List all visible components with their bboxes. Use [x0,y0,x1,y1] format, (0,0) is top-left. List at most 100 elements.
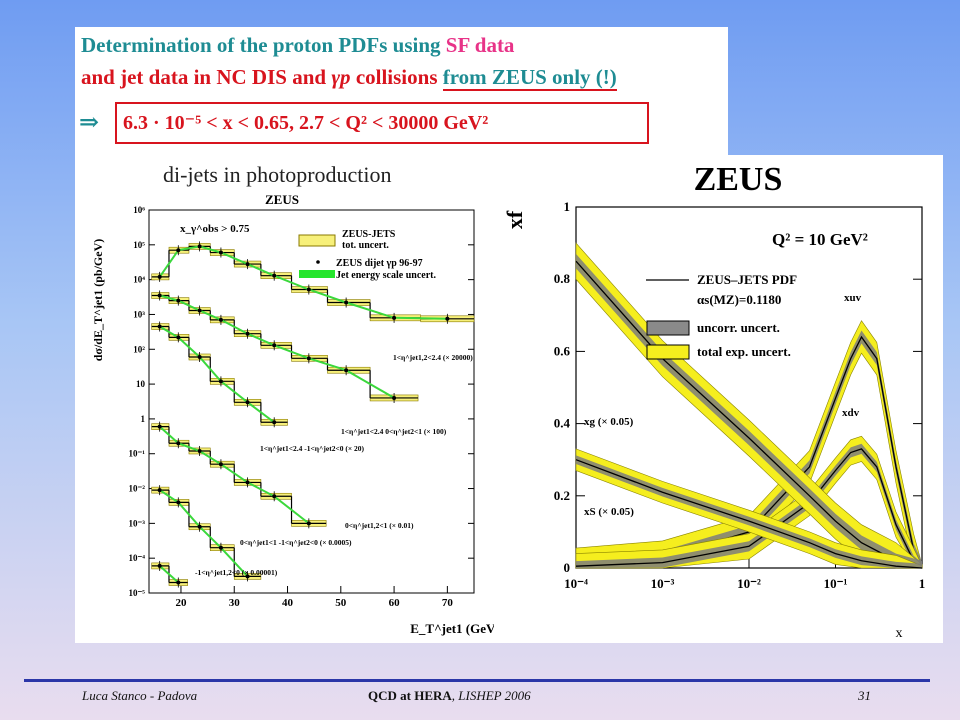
region-label-5: 0<η^jet1<1 -1<η^jet2<0 (× 0.0005) [240,538,352,547]
header-sf-data: SF data [445,33,515,57]
left-heading: di-jets in photoproduction [163,162,392,187]
legend-uncorr: uncorr. uncert. [697,320,780,335]
right-q2: Q² = 10 GeV² [772,230,868,249]
footer-author: Luca Stanco - Padova [82,688,198,703]
header-gamma-p: γp [331,65,351,89]
left-jes-line [159,565,179,584]
right-ytick-label: 0.8 [554,271,571,286]
left-data-point [218,462,223,467]
legend-dijet: ZEUS dijet γp 96-97 [336,258,423,269]
left-data-point [218,250,223,255]
right-ytick-label: 0.6 [554,343,571,358]
legend-tot-uncert-swatch [298,234,336,247]
left-data-point [245,574,250,579]
left-xtick-label: 30 [229,597,241,609]
footer-title-rest: , LISHEP 2006 [451,688,531,703]
left-data-point [157,274,162,279]
legend-tot-uncert: tot. uncert. [342,240,389,251]
left-data-point [218,317,223,322]
curve-label-xuv: xuv [844,292,862,304]
left-data-point [272,494,277,499]
left-experiment: ZEUS [265,192,299,207]
left-ytick-label: 10⁻⁵ [129,588,146,598]
left-axes: 10⁶ 10⁵ 10⁴ 10³ 10² 10 1 10⁻¹ 10⁻² 10⁻³ 10⁻⁴ 10⁻⁵ 20… [129,205,475,609]
left-data-point [197,524,202,529]
left-data-point [306,287,311,292]
kinematic-range-box: 6.3 · 10⁻⁵ < x < 0.65, 2.7 < Q² < 30000 … [115,102,649,144]
left-data-point [157,293,162,298]
left-data-point [197,354,202,359]
right-xtick-label: 1 [919,576,926,591]
implies-arrow-icon: ⇒ [79,110,100,136]
region-label-4: 0<η^jet1,2<1 (× 0.01) [345,521,414,530]
left-data-point [218,379,223,384]
region-label-3: 1<η^jet1<2.4 -1<η^jet2<0 (× 20) [260,444,364,453]
left-ytick-label: 10⁵ [133,240,145,250]
header-box: Determination of the proton PDFs using S… [75,27,728,157]
left-data-point [176,335,181,340]
left-xtick-label: 60 [389,597,401,609]
left-data-point [392,315,397,320]
left-data-point [344,368,349,373]
left-ytick-label: 10 [136,379,146,389]
header-collisions: collisions [350,65,443,89]
right-xtick-label: 10⁻¹ [824,576,848,591]
right-uncorr-band [576,443,922,568]
left-ytick-label: 10³ [133,309,145,319]
legend-pdf: ZEUS–JETS PDF [697,272,797,287]
left-data-point [176,500,181,505]
left-ytick-label: 10⁻³ [129,518,146,528]
left-data-point [176,580,181,585]
left-ytick-label: 10² [133,344,145,354]
legend-dijet-marker [316,260,320,264]
left-data-point [245,331,250,336]
left-jes-line [159,325,275,424]
legend-uncorr-swatch [646,320,690,336]
curve-label-xs: xS (× 0.05) [584,506,634,518]
header-line-1-text: Determination of the proton PDFs using [81,33,446,57]
left-cut-label: x_γ^obs > 0.75 [180,223,250,235]
right-ytick-label: 0.2 [554,488,570,503]
dijet-photoproduction-chart: di-jets in photoproduction ZEUS 10⁶10⁵10… [75,155,494,643]
left-data-point [176,298,181,303]
left-ytick-label: 10⁻⁴ [129,553,146,563]
left-data-point [272,420,277,425]
left-data-point [197,244,202,249]
left-data-point [245,480,250,485]
legend-jes-swatch [299,270,335,278]
right-ytick-label: 0 [564,560,571,575]
left-ytick-label: 10⁻¹ [129,449,146,459]
left-data-point [306,521,311,526]
header-line-2: and jet data in NC DIS and γp collisions… [81,65,617,91]
legend-alphas: αs(MZ)=0.1180 [697,292,781,307]
left-data-point [272,343,277,348]
left-data-point [176,441,181,446]
left-ylabel: dσ/dE_T^jet1 (pb/GeV) [91,239,105,362]
legend-zeus-jets: ZEUS-JETS [342,229,396,240]
left-ytick-label: 10⁻² [129,484,146,494]
left-jes-line [158,245,448,320]
left-data-point [245,262,250,267]
right-ytick-label: 0.4 [554,416,571,431]
left-data-point [157,563,162,568]
left-data-point [306,356,311,361]
right-data [575,242,923,569]
curve-label-xdv: xdv [842,407,860,419]
left-data-point [245,400,250,405]
right-xtick-label: 10⁻² [737,576,761,591]
right-xtick-label: 10⁻³ [651,576,675,591]
header-line-1: Determination of the proton PDFs using S… [81,33,514,58]
left-data-point [344,300,349,305]
right-experiment: ZEUS [694,161,783,198]
left-xtick-label: 50 [335,597,347,609]
left-data [151,241,475,588]
left-plot-frame [148,209,475,594]
left-xtick-label: 70 [442,597,454,609]
legend-total: total exp. uncert. [697,344,791,359]
region-label-6: -1<η^jet1,2<0 (× 0.00001) [195,568,278,577]
right-ylabel: xf [502,210,527,229]
left-data-point [157,424,162,429]
right-pdf-curve [575,448,923,569]
curve-label-xg: xg (× 0.05) [584,416,634,428]
